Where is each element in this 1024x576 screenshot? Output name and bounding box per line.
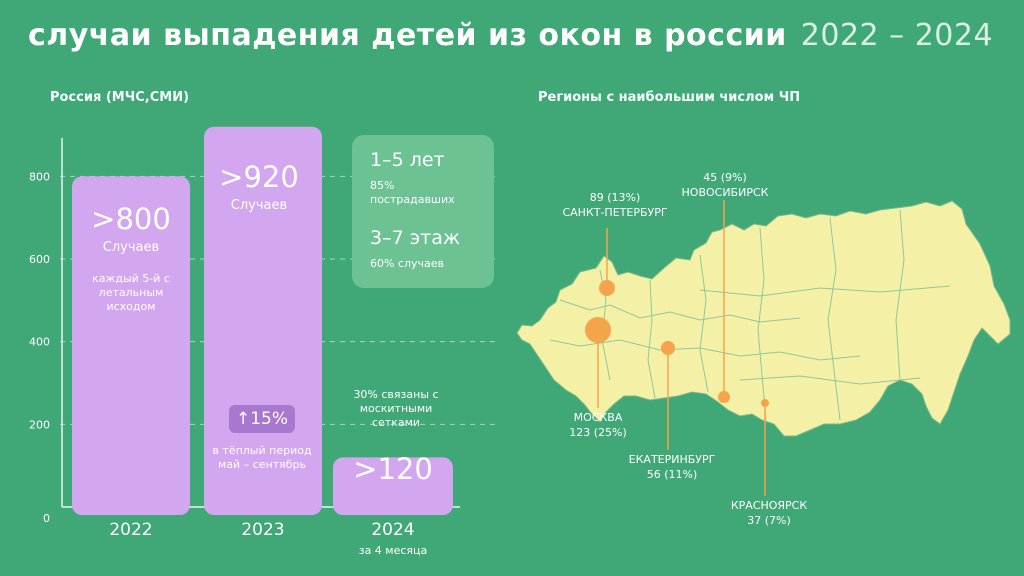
region-label-spb: 89 (13%) САНКТ-ПЕТЕРБУРГ <box>545 190 685 220</box>
marker-msk <box>585 317 611 343</box>
region-label-msk: МОСКВА 123 (25%) <box>548 410 648 440</box>
title-text: случаи выпадения детей из окон в россии <box>28 18 787 53</box>
region-name: САНКТ-ПЕТЕРБУРГ <box>562 206 668 219</box>
region-name: ЕКАТЕРИНБУРГ <box>628 453 716 466</box>
marker-nsk <box>718 391 730 403</box>
russia-shape <box>516 200 1011 437</box>
y-tick-label: 200 <box>29 418 50 431</box>
bar-2024 <box>333 457 453 515</box>
chart-subtitle: Россия (МЧС,СМИ) <box>50 90 190 105</box>
x-category-label: 2024 <box>371 520 414 540</box>
bar-unit-label: Случаев <box>230 198 288 213</box>
floor-range: 3–7 этаж <box>370 227 460 249</box>
x-category-label: 2022 <box>109 520 152 540</box>
title-years: 2022 – 2024 <box>800 18 994 53</box>
age-note: 85% пострадавших <box>370 179 455 206</box>
x-category-label: 2023 <box>241 520 284 540</box>
marker-spb <box>599 280 615 296</box>
bar-note: в тёплый период май – сентябрь <box>212 444 312 471</box>
growth-badge: ↑15% <box>229 405 295 433</box>
region-label-ekb: ЕКАТЕРИНБУРГ 56 (11%) <box>612 452 732 482</box>
y-tick-label: 600 <box>29 253 50 266</box>
info-box: 1–5 лет 85% пострадавших 3–7 этаж 60% сл… <box>352 135 494 288</box>
marker-krs <box>761 399 769 407</box>
bar-value-label: >120 <box>353 452 433 486</box>
y-tick-label: 400 <box>29 336 50 349</box>
y-tick-label: 0 <box>43 512 50 525</box>
region-count: 37 (7%) <box>747 514 791 527</box>
region-count: 45 (9%) <box>703 171 747 184</box>
bar-value-label: >920 <box>219 160 299 194</box>
category-note: за 4 месяца <box>359 544 428 557</box>
region-name: КРАСНОЯРСК <box>730 499 808 512</box>
map-markers <box>585 200 769 496</box>
region-name: НОВОСИБИРСК <box>681 186 769 199</box>
region-label-krs: КРАСНОЯРСК 37 (7%) <box>714 498 824 528</box>
age-range: 1–5 лет <box>370 149 445 171</box>
map-subtitle: Регионы с наибольшим числом ЧП <box>538 90 801 105</box>
region-count: 123 (25%) <box>569 426 627 439</box>
bar-value-label: >800 <box>91 202 171 236</box>
y-tick-label: 800 <box>29 170 50 183</box>
region-name: МОСКВА <box>573 411 623 424</box>
map-region-borders <box>549 209 951 421</box>
floor-note: 60% случаев <box>370 257 445 270</box>
bar-unit-label: Случаев <box>102 240 160 255</box>
bar-note: 30% связаны с москитными сетками <box>353 388 439 429</box>
bar-note: каждый 5-й с летальным исходом <box>92 272 170 313</box>
page-title: случаи выпадения детей из окон в россии 2… <box>28 18 993 53</box>
bar-2022 <box>72 176 190 516</box>
russia-map <box>516 200 1011 437</box>
marker-ekb <box>661 341 675 355</box>
region-label-nsk: 45 (9%) НОВОСИБИРСК <box>660 170 790 200</box>
region-count: 89 (13%) <box>589 191 641 204</box>
region-count: 56 (11%) <box>646 468 698 481</box>
